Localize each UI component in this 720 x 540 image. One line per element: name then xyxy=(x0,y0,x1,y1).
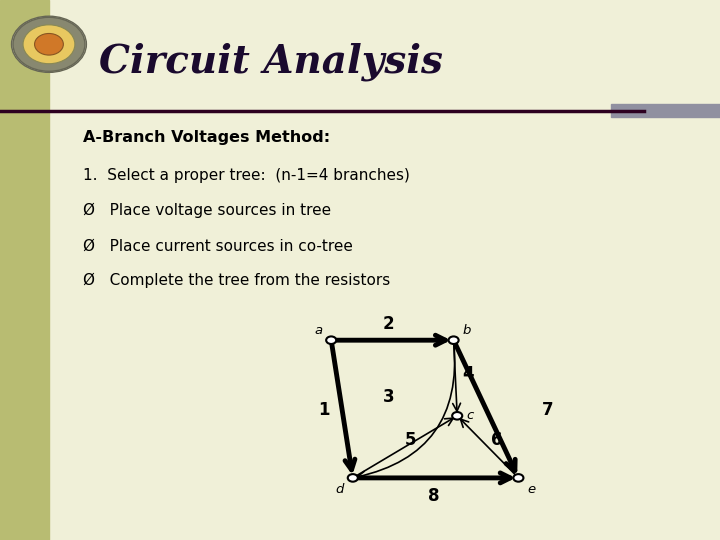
Text: 5: 5 xyxy=(405,431,416,449)
Text: 7: 7 xyxy=(541,401,553,420)
Circle shape xyxy=(452,412,462,420)
Circle shape xyxy=(449,336,459,344)
Text: 8: 8 xyxy=(428,487,440,505)
Text: 2: 2 xyxy=(383,315,395,333)
Text: 6: 6 xyxy=(491,431,503,449)
Text: a: a xyxy=(314,324,323,337)
Text: 1: 1 xyxy=(318,401,330,420)
Circle shape xyxy=(23,25,75,64)
Text: Circuit Analysis: Circuit Analysis xyxy=(99,43,444,82)
Text: 3: 3 xyxy=(383,388,395,406)
Text: 1.  Select a proper tree:  (n-1=4 branches): 1. Select a proper tree: (n-1=4 branches… xyxy=(83,168,410,183)
Text: Ø   Place voltage sources in tree: Ø Place voltage sources in tree xyxy=(83,203,331,218)
Circle shape xyxy=(326,336,336,344)
Circle shape xyxy=(12,16,86,72)
Text: 4: 4 xyxy=(462,365,474,383)
Text: e: e xyxy=(527,483,536,496)
Text: A-Branch Voltages Method:: A-Branch Voltages Method: xyxy=(83,130,330,145)
Text: Ø   Place current sources in co-tree: Ø Place current sources in co-tree xyxy=(83,238,353,253)
Text: Ø   Complete the tree from the resistors: Ø Complete the tree from the resistors xyxy=(83,273,390,288)
Text: b: b xyxy=(462,324,471,337)
Circle shape xyxy=(513,474,523,482)
Text: d: d xyxy=(336,483,344,496)
Circle shape xyxy=(13,17,85,71)
Bar xyxy=(0,0,49,540)
Circle shape xyxy=(348,474,358,482)
Circle shape xyxy=(35,33,63,55)
Bar xyxy=(611,104,720,117)
Text: c: c xyxy=(467,409,474,422)
